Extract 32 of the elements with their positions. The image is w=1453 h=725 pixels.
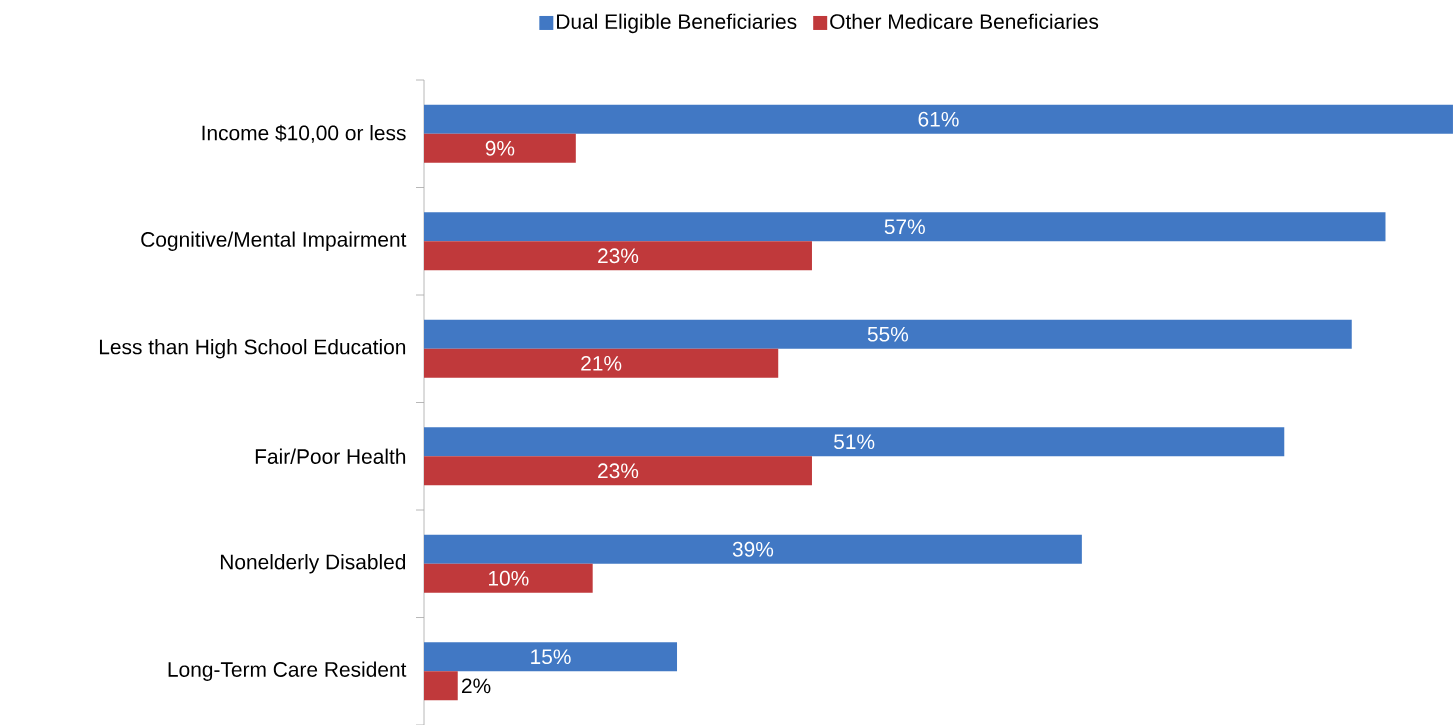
bar	[424, 241, 812, 271]
data-label: 10%	[489, 570, 529, 586]
data-label: 15%	[531, 649, 571, 665]
legend-label: Other Medicare Beneficiaries	[830, 13, 1099, 29]
bar	[424, 427, 1285, 457]
bar	[424, 348, 779, 378]
data-label: 61%	[918, 111, 959, 127]
bar	[424, 212, 1386, 242]
data-label: 9%	[485, 140, 515, 156]
data-label: 51%	[834, 434, 875, 450]
data-label: 21%	[581, 355, 622, 371]
legend-label: Dual Eligible Beneficiaries	[557, 13, 797, 34]
y-tick-label: Long-Term Care Resident	[168, 661, 407, 682]
y-tick-label: Less than High School Education	[99, 339, 406, 359]
bar	[424, 563, 593, 593]
y-tick-label: Fair/Poor Health	[255, 448, 406, 464]
data-label: 23%	[598, 463, 639, 479]
y-tick-label: Income $10,00 or less	[202, 124, 406, 143]
bar	[424, 319, 1352, 349]
y-tick-label: Cognitive/Mental Impairment	[141, 231, 407, 252]
bar	[424, 642, 678, 672]
data-label: 39%	[732, 541, 774, 557]
data-label: 23%	[598, 248, 639, 264]
y-tick-label: Nonelderly Disabled	[220, 554, 406, 574]
bar	[424, 671, 458, 701]
data-label: 2%	[461, 678, 491, 694]
bar	[424, 534, 1082, 564]
bar	[424, 104, 1453, 134]
data-label: 55%	[867, 326, 909, 342]
bar	[424, 133, 576, 163]
bar	[424, 456, 812, 486]
data-label: 57%	[884, 219, 925, 235]
